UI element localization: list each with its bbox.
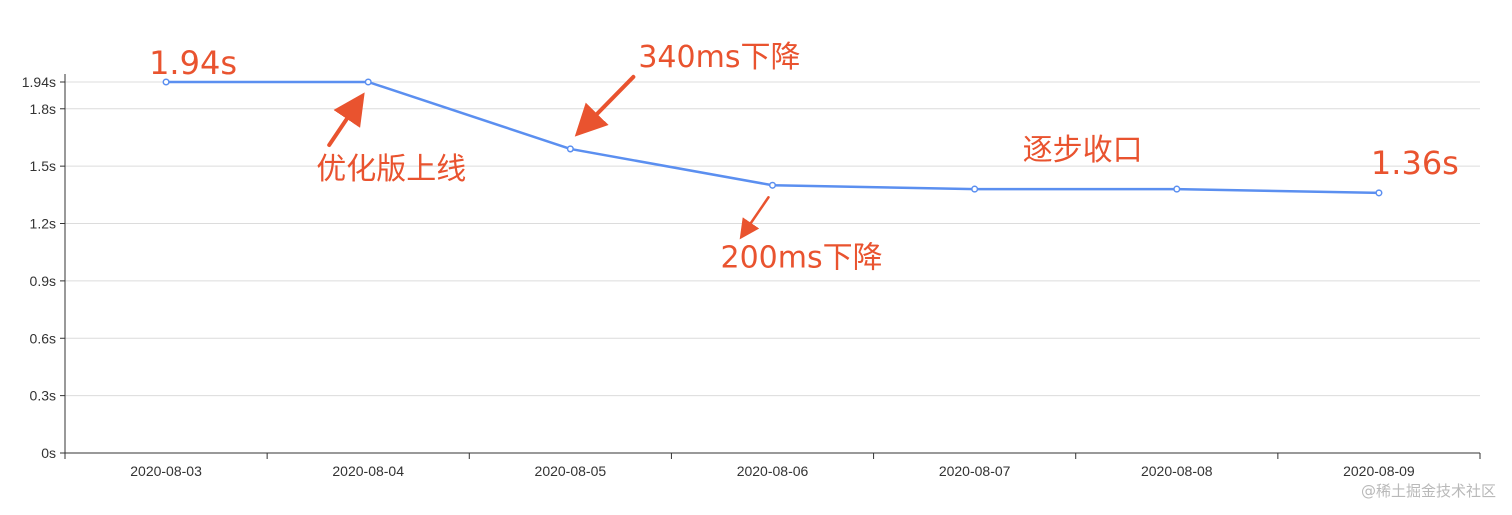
x-axis-tick-label: 2020-08-06	[737, 463, 809, 479]
data-point	[162, 78, 170, 86]
y-axis-tick-labels: 0s 0.3s 0.6s 0.9s 1.2s 1.5s 1.8s 1.94s	[22, 74, 56, 461]
data-point	[768, 181, 777, 189]
watermark: @稀土掘金技术社区	[1361, 482, 1496, 500]
x-axis-tick-label: 2020-08-07	[939, 463, 1011, 479]
grid-lines	[65, 81, 1480, 397]
x-axis-tick-label: 2020-08-04	[332, 463, 404, 479]
x-axis-tick-label: 2020-08-09	[1343, 463, 1415, 479]
annotation-arrow	[574, 74, 636, 137]
y-axis-tick-label: 1.2s	[30, 216, 56, 232]
annotations: 1.94s 优化版上线 340ms下降 200ms下降 逐步收口 1.36s	[149, 40, 1459, 275]
annotation-label: 200ms下降	[721, 240, 883, 275]
annotation-label: 1.36s	[1371, 144, 1459, 182]
x-axis-tick-label: 2020-08-05	[535, 463, 607, 479]
x-axis-tick-label: 2020-08-03	[130, 463, 202, 479]
data-point	[566, 145, 574, 153]
annotation-arrow	[327, 92, 365, 147]
data-point	[971, 185, 979, 193]
y-axis-tick-label: 0s	[41, 445, 56, 461]
data-point	[1375, 189, 1383, 197]
axes	[60, 74, 1481, 459]
y-axis-tick-label: 1.5s	[30, 158, 56, 174]
y-axis-tick-label: 0.9s	[30, 273, 56, 289]
annotation-label: 1.94s	[149, 44, 237, 82]
series-line-layer	[162, 78, 1383, 197]
annotation-label: 逐步收口	[1023, 133, 1143, 168]
annotation-arrow	[739, 196, 770, 240]
annotation-label: 340ms下降	[638, 40, 800, 75]
y-axis-tick-label: 0.6s	[30, 330, 56, 346]
x-axis-tick-label: 2020-08-08	[1141, 463, 1213, 479]
y-axis-tick-label: 0.3s	[30, 388, 56, 404]
y-axis-tick-label: 1.94s	[22, 74, 56, 90]
annotation-label: 优化版上线	[316, 152, 466, 187]
data-point	[364, 78, 372, 86]
y-axis-tick-label: 1.8s	[30, 101, 56, 117]
data-point	[1173, 185, 1181, 193]
x-axis-tick-labels: 2020-08-03 2020-08-04 2020-08-05 2020-08-06…	[130, 463, 1415, 479]
